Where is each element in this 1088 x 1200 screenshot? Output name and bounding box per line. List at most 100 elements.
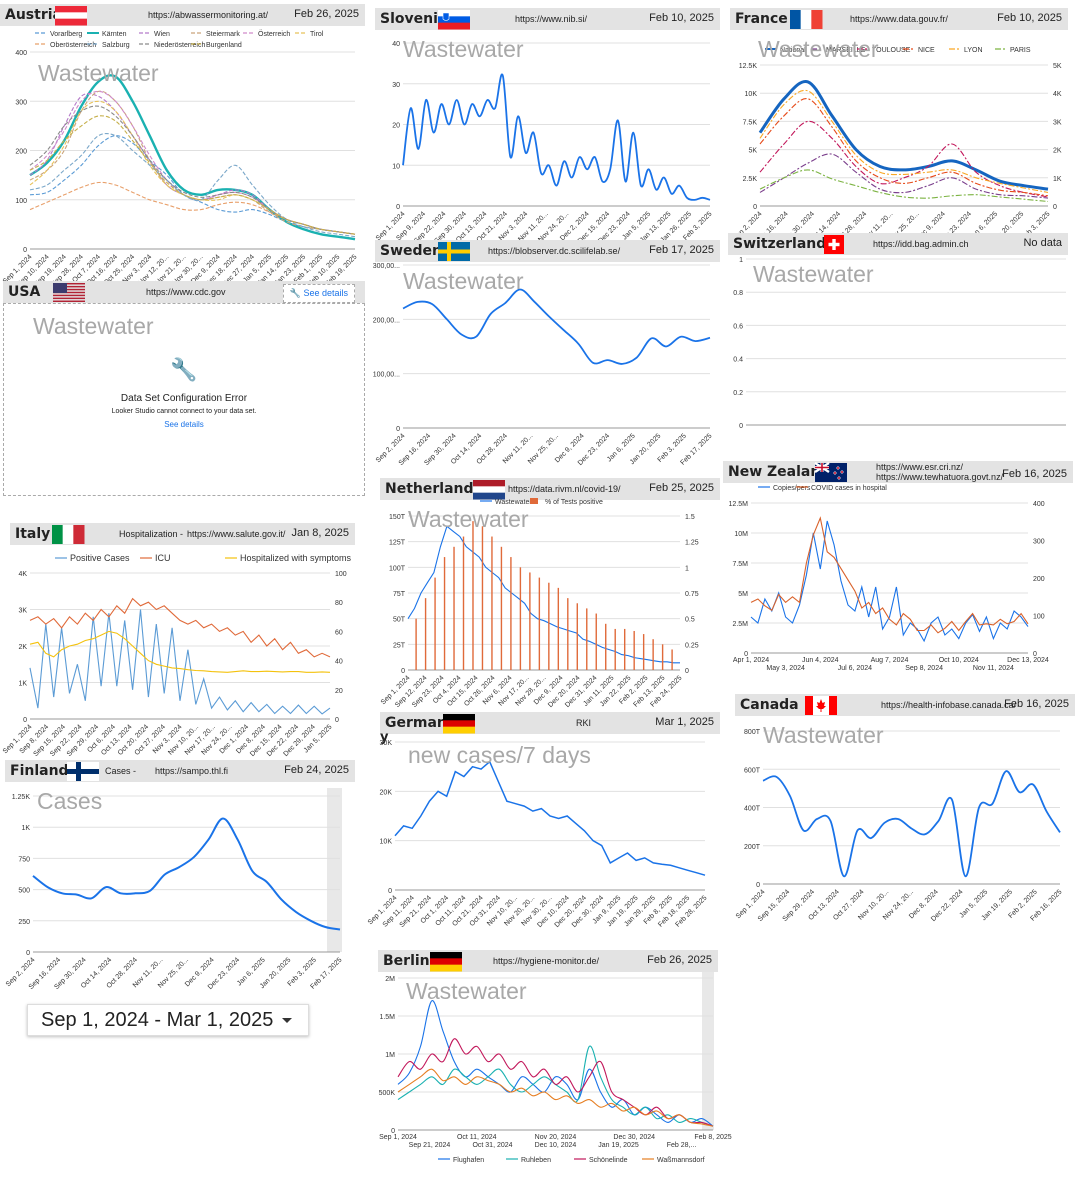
source-url[interactable]: https://idd.bag.admin.ch — [873, 239, 969, 249]
update-date: Feb 24, 2025 — [284, 764, 349, 776]
svg-text:Wien: Wien — [154, 31, 170, 38]
x-tick-label: Feb 28,... — [667, 1142, 697, 1149]
y-tick-label: 800T — [744, 729, 761, 736]
y-tick-label: 75T — [393, 591, 406, 598]
y-tick-label: 0 — [23, 247, 27, 254]
panel-italy: Italy Hospitalization - https://www.salute… — [2, 523, 355, 758]
x-tick-label: Sep 8, 2024 — [905, 665, 943, 672]
panel-germany: German y RKI Mar 1, 2025 0 10K 20K 30K Sep 1, 20… — [367, 712, 720, 937]
svg-text:ICU: ICU — [155, 553, 171, 563]
y-tick-label: 1.25K — [12, 794, 31, 801]
panel-header: Sweden https://blobserver.dc.scilifelab.s… — [375, 240, 720, 262]
legend-item: % of Tests positive — [530, 498, 603, 506]
y-right-tick-label: 0 — [1053, 204, 1057, 211]
bar — [415, 618, 417, 670]
series-line-sch-nelinde — [397, 1038, 714, 1127]
svg-text:National: National — [780, 47, 806, 54]
x-tick-label: Dec 13, 2024 — [1007, 657, 1049, 664]
panel-sweden: Sweden https://blobserver.dc.scilifelab.s… — [373, 240, 720, 467]
y-tick-label: 10K — [745, 91, 758, 98]
see-details-link[interactable]: See details — [164, 420, 204, 429]
legend-item: Oberösterreich — [35, 42, 96, 49]
country-name: France — [735, 11, 788, 27]
source-url[interactable]: https://www.nib.si/ — [515, 14, 588, 24]
svg-text:Positive Cases: Positive Cases — [70, 553, 130, 563]
y-tick-label: 300,00... — [373, 263, 400, 270]
panel-canada: Canada https://health-infobase.canada.ca/… — [735, 694, 1075, 923]
bar — [595, 613, 597, 670]
panel-header: Slovenia https://www.nib.si/Feb 10, 2025 — [375, 8, 720, 30]
legend-item: National — [765, 47, 806, 54]
bar — [576, 603, 578, 670]
x-tick-label: Jan 19, 2025 — [598, 1142, 639, 1149]
source-url[interactable]: https://sampo.thl.fi — [155, 766, 229, 776]
source-url[interactable]: https://abwassermonitoring.at/ — [148, 10, 269, 20]
update-date: Feb 16, 2025 — [1004, 698, 1069, 710]
series-line-paris — [759, 169, 1049, 203]
svg-text:Waßmannsdorf: Waßmannsdorf — [657, 1157, 705, 1164]
update-date: Feb 10, 2025 — [997, 12, 1062, 24]
series-line-national — [758, 79, 1049, 191]
panel-header: Finland Cases - https://sampo.thl.fi Feb 24… — [5, 760, 355, 782]
country-name: German — [385, 715, 447, 731]
panel-header: New Zealand https://www.esr.cri.nz/https:… — [723, 461, 1073, 483]
bar — [557, 587, 560, 670]
legend-item: Burgenland — [191, 42, 242, 49]
flag-slovenia-icon — [438, 10, 470, 30]
source-url[interactable]: https://hygiene-monitor.de/ — [493, 956, 600, 966]
legend-item: Tirol — [295, 31, 324, 38]
country-name: Austria — [5, 7, 62, 23]
y-tick-label: 7.5K — [743, 119, 758, 126]
y-right-tick-label: 40 — [335, 659, 343, 666]
source-url[interactable]: https://health-infobase.canada.ca/ — [881, 700, 1017, 710]
flag — [790, 10, 823, 29]
y-right-tick-label: 100 — [1033, 614, 1045, 621]
series-line-positive-cases — [29, 609, 331, 715]
panel-berlin: Berlin https://hygiene-monitor.de/Feb 26,… — [378, 950, 732, 1175]
panel-header: Austria https://abwassermonitoring.at/Feb… — [0, 4, 365, 26]
legend-item: Wien — [139, 31, 170, 38]
svg-text:Tirol: Tirol — [310, 31, 324, 38]
country-name: Finland — [10, 763, 69, 779]
svg-text:Steiermark: Steiermark — [206, 31, 240, 38]
legend-item: TOULOUSE — [857, 47, 911, 54]
y-right-tick-label: 3K — [1053, 119, 1062, 126]
y-tick-label: 20 — [392, 123, 400, 130]
legend-item: Flughafen — [438, 1157, 484, 1164]
source-url[interactable]: https://www.salute.gov.it/ — [187, 529, 286, 539]
bar — [661, 644, 664, 670]
bar — [605, 623, 607, 670]
bar — [462, 536, 465, 670]
source-url[interactable]: https://www.data.gouv.fr/ — [850, 14, 948, 24]
flag — [438, 10, 470, 30]
x-tick-label: Dec 30, 2024 — [613, 1134, 655, 1141]
x-tick-label: Oct 10, 2024 — [939, 657, 979, 664]
y-right-tick-label: 100 — [335, 571, 347, 578]
svg-text:Salzburg: Salzburg — [102, 42, 130, 49]
y-tick-label: 400 — [15, 50, 27, 57]
series-line-main — [762, 770, 1061, 878]
y-tick-label: 40 — [392, 41, 400, 48]
flag — [55, 6, 87, 26]
panel-header: France https://www.data.gouv.fr/Feb 10, 2… — [730, 8, 1068, 30]
source-url[interactable]: https://www.cdc.gov — [146, 287, 226, 297]
y-tick-label: 0 — [26, 950, 30, 957]
svg-text:Oberösterreich: Oberösterreich — [50, 42, 96, 49]
flag-newzealand-icon — [814, 461, 847, 482]
source-url[interactable]: https://blobserver.dc.scilifelab.se/ — [488, 246, 621, 256]
bar — [671, 649, 673, 670]
see-details-button[interactable]: 🔧 See details — [282, 284, 355, 303]
source-url-2[interactable]: https://www.tewhatuora.govt.nz/ — [876, 472, 1004, 482]
source-url[interactable]: https://www.esr.cri.nz/ — [876, 462, 964, 472]
x-tick-label: Dec 10, 2024 — [535, 1142, 577, 1149]
source-url[interactable]: https://data.rivm.nl/covid-19/ — [508, 484, 621, 494]
update-date: Mar 1, 2025 — [655, 716, 714, 728]
y-tick-label: 0 — [756, 882, 760, 889]
watermark: Wastewater — [408, 506, 529, 532]
bar — [491, 536, 493, 670]
panel-switzerland: Switzerland https://idd.bag.admin.ch No da… — [728, 233, 1068, 438]
y-tick-label: 0.8 — [733, 290, 743, 297]
source-url[interactable]: RKI — [576, 718, 592, 728]
date-range-selector[interactable]: Sep 1, 2024 - Mar 1, 2025 — [27, 1004, 309, 1036]
